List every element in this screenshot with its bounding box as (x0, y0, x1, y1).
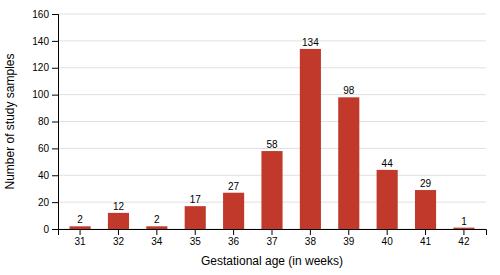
plot: 2 12 2 17 27 58 134 98 44 29 1 31 32 34 35 36 37 38 39 40 41… (32, 9, 486, 247)
x-tick: 34 (151, 229, 163, 247)
y-tick-label: 20 (38, 197, 50, 208)
y-tick-label: 160 (32, 9, 49, 20)
grid-line (58, 94, 486, 95)
y-tick-mark (52, 202, 58, 203)
y-axis-title: Number of study samples (3, 53, 17, 189)
y-tick-mark (52, 175, 58, 176)
bar (453, 228, 474, 229)
x-tick-label: 42 (458, 236, 470, 247)
y-tick-label: 40 (38, 170, 50, 181)
grid-line (58, 121, 486, 122)
data-label: 58 (266, 139, 278, 150)
x-tick-mark (310, 229, 311, 235)
y-tick: 40 (38, 170, 58, 181)
x-tick-label: 38 (305, 236, 317, 247)
bar (415, 190, 436, 229)
y-tick-mark (52, 229, 58, 230)
y-tick-label: 0 (43, 224, 49, 235)
x-tick: 32 (113, 229, 125, 247)
y-tick-label: 140 (32, 36, 49, 47)
x-tick-mark (233, 229, 234, 235)
y-tick: 140 (32, 36, 58, 47)
x-axis: 31 32 34 35 36 37 38 39 40 41 42 (59, 229, 487, 247)
x-axis-line (59, 230, 487, 236)
x-tick: 42 (458, 229, 470, 247)
x-tick: 37 (266, 229, 278, 247)
x-tick-label: 40 (382, 236, 394, 247)
data-label: 17 (190, 194, 202, 205)
data-label: 1 (461, 216, 467, 227)
x-tick-label: 32 (113, 236, 125, 247)
x-tick-label: 34 (151, 236, 163, 247)
y-axis: 0 20 40 60 80 100 120 140 160 (32, 9, 58, 235)
data-label: 2 (154, 214, 160, 225)
y-tick-mark (52, 148, 58, 149)
bar (185, 206, 206, 229)
y-tick: 20 (38, 197, 58, 208)
bar (146, 226, 167, 229)
y-tick-mark (52, 41, 58, 42)
x-tick-mark (272, 229, 273, 235)
data-label: 12 (113, 201, 125, 212)
y-tick-label: 120 (32, 62, 49, 73)
y-tick: 80 (38, 116, 58, 127)
y-tick-mark (52, 95, 58, 96)
y-tick-label: 60 (38, 143, 50, 154)
bars (70, 49, 475, 229)
grid-line (58, 40, 486, 41)
y-tick: 160 (32, 9, 58, 20)
bar (261, 151, 282, 229)
x-tick-mark (80, 229, 81, 235)
data-label: 2 (77, 214, 83, 225)
x-tick: 39 (343, 229, 355, 247)
y-tick-mark (52, 14, 58, 15)
bar (377, 170, 398, 229)
x-tick-label: 31 (75, 236, 87, 247)
x-tick: 31 (75, 229, 87, 247)
x-tick-mark (156, 229, 157, 235)
y-tick-mark (52, 122, 58, 123)
data-label: 44 (382, 158, 394, 169)
bar (338, 97, 359, 229)
x-tick-mark (463, 229, 464, 235)
grid-line (58, 14, 486, 15)
data-label: 98 (343, 85, 355, 96)
x-tick: 36 (228, 229, 240, 247)
data-label: 27 (228, 181, 240, 192)
bar (70, 226, 91, 229)
bar (300, 49, 321, 229)
data-labels: 2 12 2 17 27 58 134 98 44 29 1 (77, 37, 467, 227)
y-tick-mark (52, 68, 58, 69)
x-tick-label: 39 (343, 236, 355, 247)
x-tick-label: 36 (228, 236, 240, 247)
x-tick: 41 (420, 229, 432, 247)
y-tick: 60 (38, 143, 58, 154)
x-tick-mark (425, 229, 426, 235)
y-axis-line (52, 15, 59, 230)
y-tick-label: 80 (38, 116, 50, 127)
x-tick-mark (195, 229, 196, 235)
x-tick: 40 (382, 229, 394, 247)
y-tick: 100 (32, 89, 58, 100)
x-tick: 35 (190, 229, 202, 247)
x-axis-title: Gestational age (in weeks) (201, 254, 343, 268)
grid (58, 14, 486, 229)
y-tick: 0 (43, 224, 58, 235)
bar (223, 193, 244, 229)
x-tick: 38 (305, 229, 317, 247)
bar (108, 213, 129, 229)
data-label: 29 (420, 178, 432, 189)
x-tick-mark (348, 229, 349, 235)
x-tick-label: 35 (190, 236, 202, 247)
chart: 2 12 2 17 27 58 134 98 44 29 1 31 32 34 35 36 37 38 39 40 41… (0, 0, 500, 275)
grid-line (58, 67, 486, 68)
x-tick-label: 41 (420, 236, 432, 247)
data-label: 134 (302, 37, 319, 48)
x-tick-mark (387, 229, 388, 235)
x-tick-mark (118, 229, 119, 235)
x-tick-label: 37 (266, 236, 278, 247)
y-tick: 120 (32, 62, 58, 73)
y-tick-label: 100 (32, 89, 49, 100)
